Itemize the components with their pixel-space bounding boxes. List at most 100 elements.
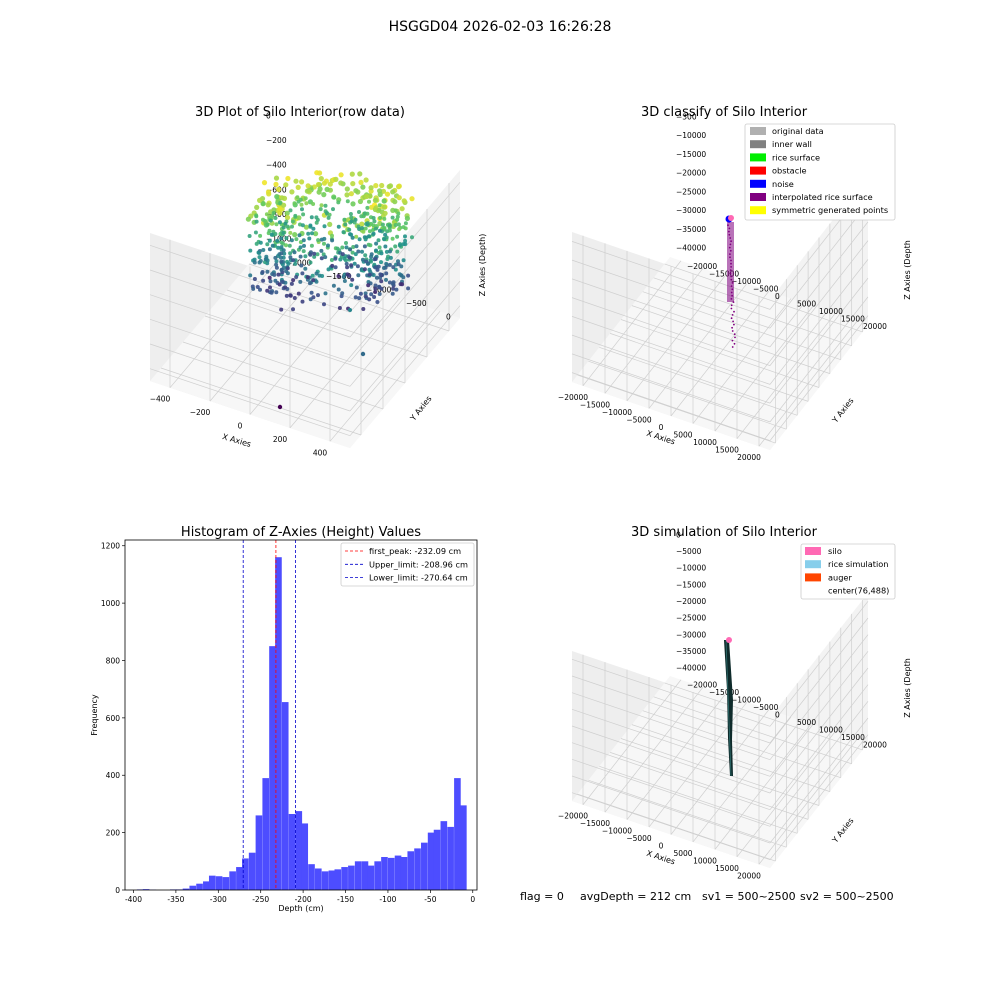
histogram-y-tick-label: 200 — [106, 829, 121, 838]
raw-point — [301, 238, 306, 243]
simulation-grid-y-floor — [599, 765, 798, 834]
raw-point — [308, 252, 313, 257]
raw-point — [344, 192, 350, 198]
classify-point — [733, 333, 736, 336]
simulation-z-tick-label: −35000 — [676, 647, 706, 656]
raw-point — [331, 207, 335, 212]
simulation-surface-edge — [725, 639, 732, 777]
raw-point — [311, 226, 316, 231]
raw-point — [308, 281, 312, 286]
raw-grid-z-right — [349, 280, 461, 412]
simulation-y-tick-label: −15000 — [709, 688, 739, 697]
raw-point — [396, 195, 402, 201]
histogram-bar — [447, 826, 454, 890]
raw-point — [397, 243, 402, 248]
classify-grid-y-floor — [631, 305, 831, 374]
raw-point — [401, 258, 406, 263]
raw-point — [342, 217, 347, 222]
raw-point — [283, 221, 288, 226]
raw-point — [396, 259, 400, 264]
raw-point — [319, 248, 324, 253]
histogram-bar — [236, 867, 243, 890]
classify-legend-label: noise — [772, 179, 794, 189]
histogram-x-tick-label: -300 — [210, 895, 227, 904]
simulation-x-tick-label: 5000 — [673, 849, 692, 858]
histogram-bar — [308, 864, 315, 890]
classify-plot-ticks: −20000−15000−10000−500005000100001500020… — [558, 112, 887, 462]
classify-legend-label: interpolated rice surface — [772, 192, 873, 202]
raw-point — [338, 172, 344, 178]
raw-point — [372, 295, 377, 299]
raw-point — [294, 237, 299, 242]
raw-point — [363, 177, 369, 183]
histogram-frame — [124, 539, 478, 891]
histogram-legend-label: first_peak: -232.09 cm — [369, 546, 461, 556]
classify-legend-swatch — [750, 153, 766, 162]
classify-3d-plot: 3D classify of Silo Interior −20000−1500… — [558, 105, 912, 462]
classify-point — [731, 346, 734, 348]
histogram-x-tick-label: -350 — [167, 895, 184, 904]
raw-point — [284, 214, 291, 221]
raw-point — [363, 226, 368, 231]
raw-point — [332, 195, 337, 200]
histogram-bar — [394, 855, 402, 890]
raw-grid-z-right — [349, 305, 461, 436]
raw-point — [277, 210, 283, 216]
histogram-bar — [248, 852, 256, 890]
raw-point — [345, 199, 350, 204]
classify-grid-y-floor — [653, 277, 852, 347]
raw-point — [285, 271, 290, 276]
raw-point — [279, 245, 284, 250]
raw-point — [330, 233, 334, 238]
raw-point — [274, 194, 280, 200]
histogram-reference-lines — [242, 540, 296, 890]
simulation-grid-y-floor — [609, 752, 809, 820]
simulation-legend-swatch — [805, 560, 821, 569]
simulation-silo-point — [726, 637, 732, 643]
histogram-bar — [361, 861, 369, 890]
raw-point — [322, 224, 327, 229]
raw-z-tick-label: 0 — [266, 111, 271, 120]
raw-point — [276, 186, 282, 192]
simulation-y-tick-label: 15000 — [841, 733, 865, 742]
raw-point — [311, 202, 316, 206]
raw-x-tick-label: 0 — [238, 422, 243, 431]
histogram-legend: first_peak: -232.09 cm Upper_limit: -208.… — [340, 542, 475, 587]
classify-grid-z-right — [769, 296, 869, 423]
classify-point — [733, 310, 735, 313]
simulation-grid-z-right — [769, 617, 869, 744]
raw-point — [392, 199, 398, 205]
raw-point — [360, 249, 364, 254]
raw-point — [290, 224, 294, 229]
histogram-y-tick-label: 400 — [106, 771, 121, 780]
raw-point — [279, 259, 284, 264]
raw-point — [357, 198, 363, 205]
classify-grid-z-left — [571, 353, 771, 423]
raw-point — [268, 285, 272, 290]
raw-point — [381, 204, 387, 210]
classify-x-tick-label: −10000 — [602, 408, 632, 417]
classify-grid-z-left — [571, 297, 771, 366]
raw-point — [267, 238, 272, 243]
raw-point — [296, 291, 301, 296]
raw-point — [302, 243, 306, 248]
classify-z-tick-label: −25000 — [676, 187, 706, 196]
raw-point — [380, 188, 387, 194]
simulation-grid-z-right — [769, 634, 869, 760]
classify-point — [731, 330, 734, 332]
simulation-y-tick-label: −5000 — [753, 703, 779, 712]
classify-x-tick-label: 0 — [659, 423, 664, 432]
raw-point — [350, 250, 355, 255]
raw-point — [311, 295, 316, 300]
raw-z-tick-label: −800 — [266, 210, 287, 219]
classify-point — [731, 326, 733, 329]
raw-point — [300, 207, 304, 212]
histogram-y-tick-label: 800 — [106, 656, 121, 665]
raw-point — [343, 222, 348, 227]
classify-legend-box — [744, 123, 896, 221]
simulation-grid-z-left — [571, 659, 771, 727]
raw-point — [273, 255, 278, 260]
raw-point — [377, 191, 383, 198]
raw-point — [404, 215, 410, 221]
